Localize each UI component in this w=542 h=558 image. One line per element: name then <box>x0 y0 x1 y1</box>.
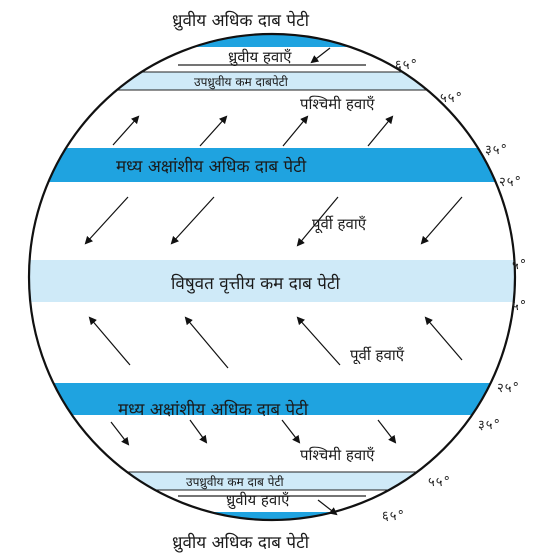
label-subpolar-low-south: उपध्रुवीय कम दाब पेटी <box>186 475 284 489</box>
label-subpolar-low-north: उपध्रुवीय कम दाबपेटी <box>194 75 288 89</box>
label-polar-winds-north: ध्रुवीय हवाएँ <box>228 48 292 66</box>
band-polar-high-north <box>29 34 515 47</box>
arrow-westerly-north-2 <box>199 115 228 147</box>
arrow-westerly-north-4 <box>367 115 394 147</box>
label-westerlies-south: पश्चिमी हवाएँ <box>300 446 375 464</box>
arrow-easterly-north-3 <box>296 196 339 247</box>
lat-55-n: ५५° <box>440 91 464 106</box>
arrow-westerly-north-3 <box>282 115 309 147</box>
label-easterlies-north: पूर्वी हवाएँ <box>312 215 366 233</box>
arrow-easterly-north-4 <box>420 196 463 245</box>
wind-arrows <box>84 47 463 516</box>
bottom-title: ध्रुवीय अधिक दाब पेटी <box>172 533 310 553</box>
band-subpolar-low-north <box>29 71 515 91</box>
label-equatorial-low: विषुवत वृत्तीय कम दाब पेटी <box>171 274 340 294</box>
band-mid-lat-high-south <box>29 383 515 415</box>
lat-55-s: ५५° <box>428 475 452 490</box>
arrow-westerly-south-3 <box>281 419 301 444</box>
arrow-westerly-south-2 <box>189 419 208 444</box>
band-mid-lat-high-north <box>29 148 515 182</box>
top-title: ध्रुवीय अधिक दाब पेटी <box>172 11 310 31</box>
arrow-polar-south <box>317 499 338 516</box>
arrow-easterly-south-2 <box>184 316 229 369</box>
lat-25-s: २५° <box>497 381 521 396</box>
arrow-easterly-south-3 <box>296 316 341 366</box>
lat-25-n: २५° <box>499 175 523 190</box>
arrow-easterly-north-2 <box>170 196 215 245</box>
lat-5-n: ५° <box>512 258 528 273</box>
label-easterlies-south: पूर्वी हवाएँ <box>350 346 404 364</box>
lat-5-s: ५° <box>512 299 528 314</box>
lat-65-s: ६५° <box>382 509 406 524</box>
band-equatorial-low <box>29 260 515 302</box>
lat-65-n: ६५° <box>395 58 419 73</box>
band-subpolar-low-south <box>29 471 515 491</box>
lat-35-n: ३५° <box>485 143 509 158</box>
arrow-easterly-south-1 <box>88 316 131 366</box>
arrow-westerly-north-1 <box>112 115 140 146</box>
arrow-westerly-south-1 <box>110 421 130 446</box>
lat-35-s: ३५° <box>478 418 502 433</box>
label-mid-lat-high-north: मध्य अक्षांशीय अधिक दाब पेटी <box>116 157 307 177</box>
arrow-westerly-south-4 <box>377 419 397 444</box>
arrow-easterly-south-4 <box>424 316 463 361</box>
globe-outline <box>27 32 517 522</box>
band-polar-high-south <box>29 512 515 520</box>
label-polar-winds-south: ध्रुवीय हवाएँ <box>226 491 290 509</box>
arrow-easterly-north-1 <box>84 196 129 245</box>
label-westerlies-north: पश्चिमी हवाएँ <box>300 95 375 113</box>
arrow-polar-north <box>310 47 331 64</box>
label-mid-lat-high-south: मध्य अक्षांशीय अधिक दाब पेटी <box>118 400 309 420</box>
